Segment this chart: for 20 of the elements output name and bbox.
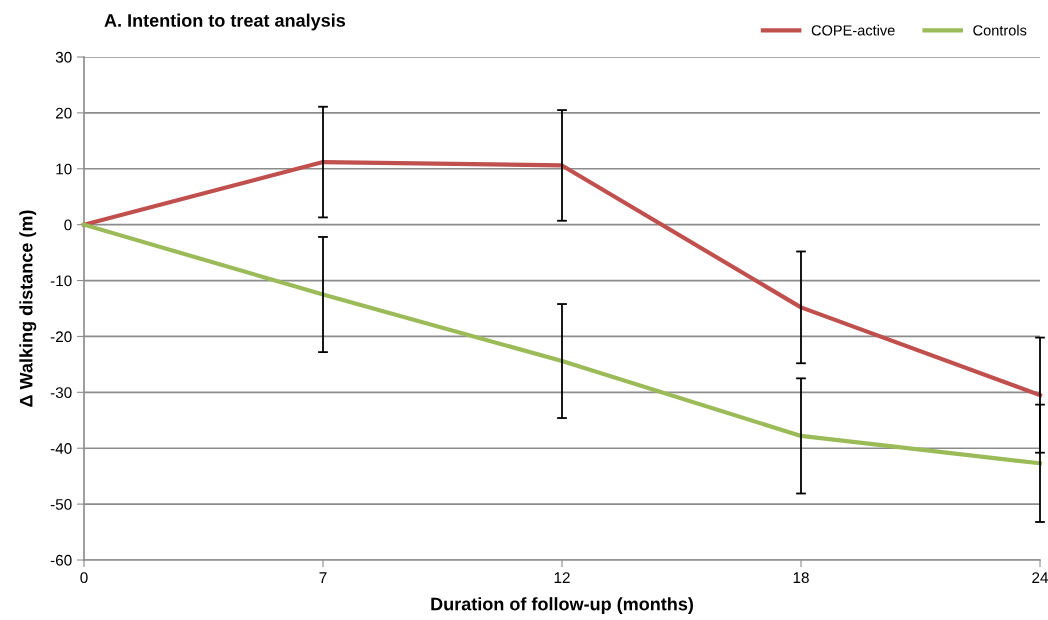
y-tick-label: 20	[55, 107, 72, 119]
y-axis-title: Δ Walking distance (m)	[19, 210, 37, 407]
x-tick-label: 18	[793, 572, 809, 584]
x-tick-label: 7	[319, 572, 327, 583]
legend-label: COPE-active	[811, 24, 895, 36]
x-tick-label: 0	[80, 572, 88, 584]
y-tick-label: -20	[50, 331, 72, 343]
chart-title: A. Intention to treat analysis	[104, 13, 346, 31]
y-tick-label: 10	[56, 163, 72, 175]
x-tick-label: 12	[554, 572, 570, 583]
y-tick-label: -10	[50, 275, 72, 287]
x-tick-label: 24	[1032, 572, 1048, 583]
x-axis-title: Duration of follow-up (months)	[431, 597, 693, 614]
y-tick-label: -40	[50, 443, 72, 454]
legend-label: Controls	[973, 24, 1027, 36]
y-tick-label: -50	[50, 498, 72, 510]
y-tick-label: -60	[50, 554, 72, 566]
y-tick-label: 0	[64, 219, 72, 231]
y-tick-label: -30	[50, 387, 72, 399]
y-tick-label: 30	[55, 51, 72, 63]
